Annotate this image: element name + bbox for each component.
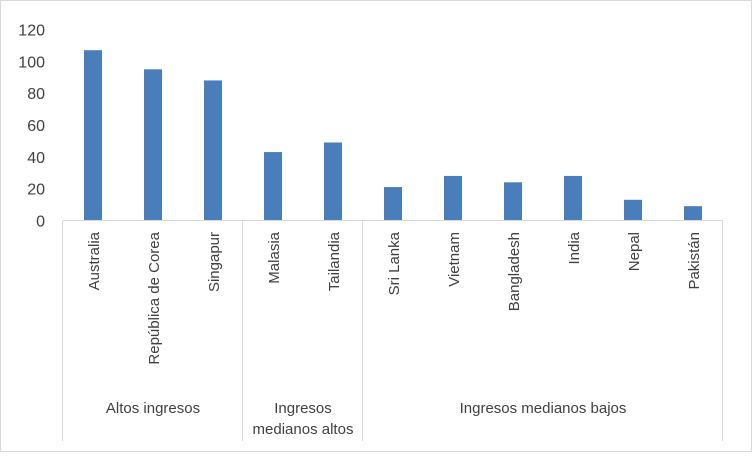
- bar: [504, 182, 522, 221]
- x-category-label: Tailandia: [326, 231, 343, 291]
- y-tick-label: 0: [36, 214, 45, 231]
- bar: [384, 187, 402, 221]
- x-category-label: República de Corea: [146, 231, 163, 364]
- group-label: Altos ingresos: [106, 400, 200, 417]
- x-category-label: Nepal: [626, 232, 643, 271]
- x-category-label: Pakistán: [686, 232, 703, 290]
- bar: [564, 175, 582, 221]
- group-label: Ingresos medianos bajos: [460, 400, 627, 417]
- y-tick-label: 60: [27, 118, 45, 135]
- x-category-label: Vietnam: [446, 232, 463, 287]
- bar: [84, 50, 102, 221]
- y-tick-label: 100: [18, 54, 45, 71]
- x-category-label: Malasia: [266, 231, 283, 283]
- y-tick-label: 20: [27, 182, 45, 199]
- bar: [684, 206, 702, 221]
- y-tick-label: 80: [27, 86, 45, 103]
- group-label: Ingresos: [274, 400, 332, 417]
- y-tick-label: 40: [27, 150, 45, 167]
- x-category-label: Singapur: [206, 232, 223, 292]
- y-tick-label: 120: [18, 23, 45, 40]
- bar: [204, 80, 222, 221]
- x-category-label: Bangladesh: [506, 232, 523, 311]
- x-category-label: Australia: [86, 231, 103, 290]
- bar: [144, 69, 162, 221]
- bar: [264, 152, 282, 221]
- x-category-label: Sri Lanka: [386, 231, 403, 295]
- bar: [324, 142, 342, 221]
- bar: [444, 175, 462, 221]
- x-category-label: India: [566, 231, 583, 264]
- group-label: medianos altos: [253, 421, 354, 438]
- bar: [624, 199, 642, 221]
